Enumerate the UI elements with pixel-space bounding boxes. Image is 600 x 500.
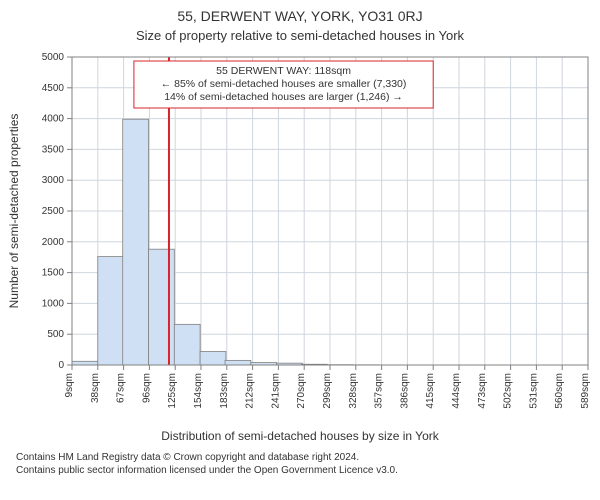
svg-text:Number of semi-detached proper: Number of semi-detached properties	[7, 114, 21, 309]
svg-text:357sqm: 357sqm	[374, 373, 385, 409]
svg-text:96sqm: 96sqm	[141, 373, 152, 403]
svg-text:55 DERWENT WAY: 118sqm: 55 DERWENT WAY: 118sqm	[216, 65, 351, 77]
svg-text:560sqm: 560sqm	[554, 373, 565, 409]
svg-text:5000: 5000	[42, 52, 65, 63]
footnote-block: Contains HM Land Registry data © Crown c…	[0, 443, 600, 477]
svg-text:2000: 2000	[42, 237, 65, 248]
svg-text:38sqm: 38sqm	[90, 373, 101, 403]
svg-text:473sqm: 473sqm	[477, 373, 488, 409]
chart-title-main: 55, DERWENT WAY, YORK, YO31 0RJ	[0, 0, 600, 24]
svg-text:4500: 4500	[42, 83, 65, 94]
svg-text:3500: 3500	[42, 144, 65, 155]
svg-text:270sqm: 270sqm	[296, 373, 307, 409]
svg-text:500: 500	[47, 329, 64, 340]
footnote-line: Contains public sector information licen…	[16, 464, 584, 477]
svg-text:1500: 1500	[42, 268, 65, 279]
svg-text:531sqm: 531sqm	[528, 373, 539, 409]
svg-text:212sqm: 212sqm	[245, 373, 256, 409]
svg-text:1000: 1000	[42, 298, 65, 309]
svg-text:386sqm: 386sqm	[399, 373, 410, 409]
x-axis-label: Distribution of semi-detached houses by …	[0, 427, 600, 443]
svg-text:502sqm: 502sqm	[503, 373, 514, 409]
svg-text:241sqm: 241sqm	[270, 373, 281, 409]
chart-plot: 0 500 1000 1500 2000 2500 3000 3500 4000 4500 5000…	[0, 47, 600, 427]
chart-container: 55, DERWENT WAY, YORK, YO31 0RJ Size of …	[0, 0, 600, 500]
svg-text:3000: 3000	[42, 175, 65, 186]
svg-text:9sqm: 9sqm	[64, 373, 75, 397]
svg-text:0: 0	[58, 360, 64, 371]
svg-text:154sqm: 154sqm	[193, 373, 204, 409]
histogram-svg: 0 500 1000 1500 2000 2500 3000 3500 4000 4500 5000…	[0, 47, 600, 427]
svg-text:415sqm: 415sqm	[425, 373, 436, 409]
chart-title-sub: Size of property relative to semi-detach…	[0, 24, 600, 47]
svg-text:67sqm: 67sqm	[116, 373, 127, 403]
svg-text:183sqm: 183sqm	[219, 373, 230, 409]
svg-text:2500: 2500	[42, 206, 65, 217]
svg-text:4000: 4000	[42, 114, 65, 125]
svg-text:589sqm: 589sqm	[580, 373, 591, 409]
svg-text:444sqm: 444sqm	[451, 373, 462, 409]
footnote-line: Contains HM Land Registry data © Crown c…	[16, 451, 584, 464]
svg-text:328sqm: 328sqm	[348, 373, 359, 409]
svg-text:14% of semi-detached houses ar: 14% of semi-detached houses are larger (…	[164, 91, 403, 103]
svg-text:← 85% of semi-detached houses: ← 85% of semi-detached houses are smalle…	[161, 78, 407, 90]
svg-text:299sqm: 299sqm	[322, 373, 333, 409]
svg-text:125sqm: 125sqm	[167, 373, 178, 409]
